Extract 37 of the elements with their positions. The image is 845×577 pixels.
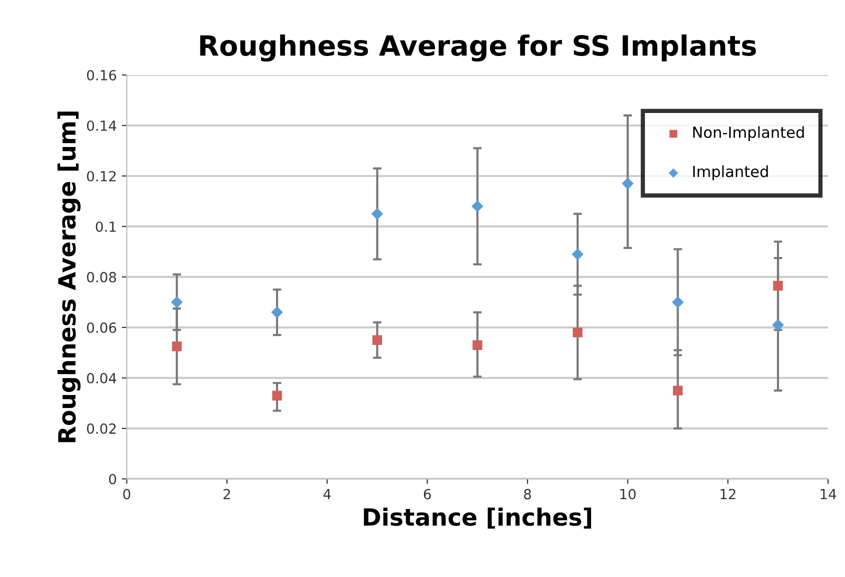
- point: [472, 340, 482, 350]
- x-tick-label: 0: [123, 488, 130, 500]
- point: [572, 248, 584, 260]
- x-tick-label: 14: [820, 489, 836, 500]
- x-tick-label: 8: [524, 488, 531, 500]
- y-tick-label: 0.04: [87, 372, 116, 384]
- y-tick-label: 0.08: [87, 272, 116, 282]
- point: [170, 296, 183, 308]
- chart-title: Roughness Average for SS Implants: [200, 34, 756, 62]
- point: [172, 342, 182, 352]
- legend-label: Implanted: [693, 165, 768, 180]
- y-tick-label: 0.1: [96, 221, 116, 232]
- x-tick-label: 2: [224, 488, 230, 500]
- point: [773, 280, 783, 291]
- x-axis-title: Distance [inches]: [364, 508, 592, 529]
- point: [272, 390, 282, 400]
- y-tick-label: 0.02: [87, 423, 116, 434]
- y-tick-label: 0: [109, 474, 116, 484]
- point: [622, 178, 634, 190]
- point: [672, 296, 684, 308]
- point: [672, 386, 683, 396]
- y-tick-label: 0.06: [87, 322, 116, 333]
- point: [271, 306, 283, 318]
- x-tick-label: 6: [424, 488, 431, 500]
- point: [772, 319, 784, 331]
- y-tick-label: 0.12: [87, 170, 116, 182]
- x-tick-label: 4: [323, 489, 331, 500]
- point: [371, 208, 384, 220]
- point: [472, 200, 484, 212]
- x-tick-label: 10: [620, 488, 636, 500]
- point: [572, 328, 582, 338]
- point: [372, 335, 382, 345]
- legend-label: Non-Implanted: [693, 126, 804, 141]
- y-axis-title: Roughness Average [um]: [58, 112, 81, 442]
- y-tick-label: 0.14: [87, 120, 116, 131]
- y-tick-label: 0.16: [87, 70, 116, 80]
- x-tick-label: 12: [720, 488, 736, 500]
